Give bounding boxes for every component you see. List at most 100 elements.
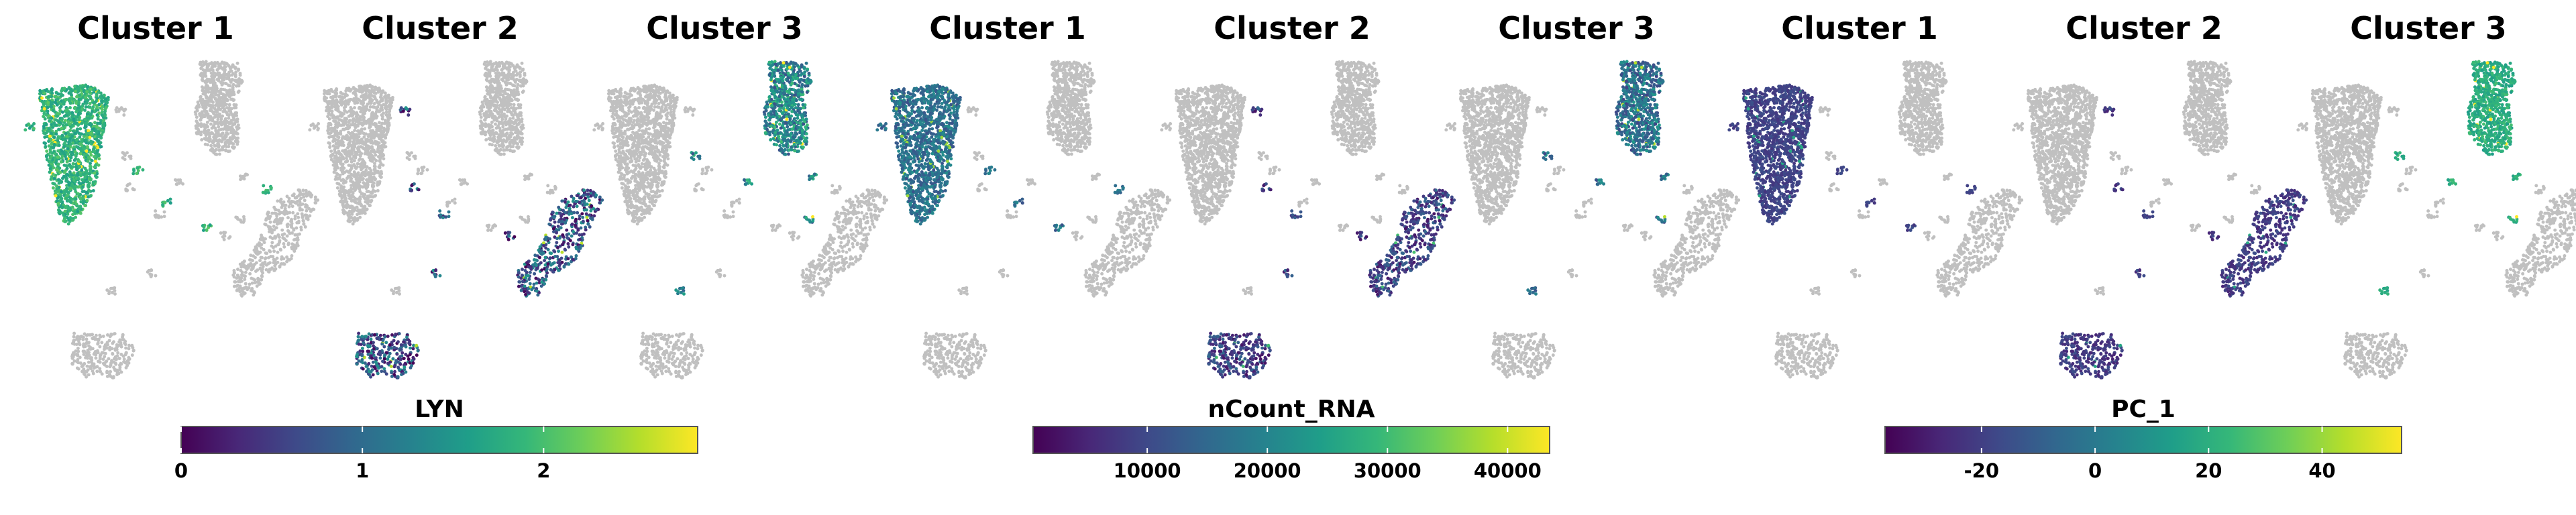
cell-point	[341, 156, 344, 159]
cell-point	[68, 188, 72, 191]
cell-point	[66, 160, 69, 164]
cell-point	[135, 172, 138, 175]
cell-point	[78, 166, 81, 169]
cell-point	[77, 118, 80, 121]
cell-point	[325, 97, 328, 100]
cell-point	[305, 189, 308, 192]
cell-point	[80, 147, 83, 150]
cell-point	[204, 125, 207, 129]
cell-point	[78, 127, 82, 131]
cell-point	[88, 172, 91, 176]
cell-point	[353, 188, 356, 191]
cell-point	[224, 143, 227, 146]
cell-point	[122, 113, 125, 117]
cell-point	[276, 251, 279, 254]
cell-point	[362, 106, 366, 109]
cell-point	[70, 89, 74, 93]
cell-point	[119, 370, 123, 374]
cell-point	[85, 135, 89, 139]
cell-point	[203, 90, 206, 93]
cell-point	[352, 207, 355, 210]
cell-point	[96, 121, 99, 125]
cell-point	[287, 258, 290, 262]
unselected-points	[308, 60, 557, 295]
cell-point	[347, 214, 350, 217]
cell-point	[348, 119, 352, 122]
cell-point	[250, 277, 253, 280]
cell-point	[161, 203, 164, 207]
cell-point	[82, 173, 85, 176]
cell-point	[252, 293, 255, 296]
cell-point	[251, 290, 254, 293]
cell-point	[97, 157, 101, 160]
cell-point	[92, 372, 95, 376]
cell-point	[244, 271, 248, 274]
cell-point	[97, 91, 100, 94]
unselected-points	[70, 60, 319, 379]
cell-point	[42, 127, 46, 130]
cell-point	[74, 150, 77, 154]
cell-point	[46, 90, 50, 93]
cell-point	[150, 274, 153, 278]
cell-point	[234, 70, 237, 74]
cell-point	[199, 99, 203, 103]
cell-point	[76, 123, 80, 127]
cell-point	[201, 125, 204, 128]
cell-point	[379, 109, 382, 112]
cell-point	[203, 137, 206, 140]
cell-point	[280, 229, 284, 232]
cell-point	[108, 346, 111, 349]
cell-point	[364, 173, 367, 176]
cell-point	[96, 135, 99, 138]
cell-point	[211, 117, 215, 120]
cell-point	[127, 347, 130, 350]
cell-point	[86, 357, 89, 360]
cell-point	[235, 138, 239, 141]
cell-point	[327, 141, 330, 145]
cell-point	[272, 225, 276, 228]
cell-point	[92, 189, 95, 192]
cell-point	[339, 194, 342, 198]
cell-point	[213, 133, 217, 137]
cell-point	[94, 160, 97, 163]
cell-point	[331, 95, 335, 99]
cell-point	[235, 127, 239, 131]
cell-point	[229, 84, 232, 87]
cell-point	[375, 110, 378, 113]
cell-point	[73, 210, 76, 213]
cell-point	[265, 264, 268, 267]
cell-point	[67, 222, 70, 225]
cell-point	[364, 212, 367, 215]
cell-point	[89, 333, 92, 337]
cell-point	[250, 264, 254, 267]
cell-point	[282, 242, 285, 245]
cell-point	[209, 108, 212, 111]
cell-point	[48, 135, 52, 138]
cell-point	[358, 84, 361, 88]
cell-point	[333, 167, 337, 170]
cell-point	[68, 216, 72, 219]
cell-point	[77, 177, 80, 180]
cell-point	[386, 131, 389, 134]
cell-point	[236, 132, 239, 135]
cell-point	[124, 353, 127, 356]
cell-point	[53, 143, 56, 146]
cell-point	[268, 216, 271, 219]
cell-point	[105, 101, 109, 105]
cell-point	[390, 101, 393, 105]
cell-point	[83, 333, 87, 336]
cell-point	[106, 375, 109, 378]
cell-point	[42, 131, 46, 135]
cell-point	[85, 105, 88, 109]
cell-point	[241, 261, 244, 264]
cell-point	[62, 175, 66, 178]
cell-point	[72, 332, 76, 335]
cell-point	[222, 78, 225, 82]
cell-point	[69, 142, 72, 146]
cell-point	[92, 180, 95, 184]
cell-point	[202, 68, 205, 72]
cell-point	[55, 190, 58, 194]
cell-point	[264, 237, 267, 241]
cell-point	[234, 75, 237, 78]
cell-point	[85, 191, 88, 194]
